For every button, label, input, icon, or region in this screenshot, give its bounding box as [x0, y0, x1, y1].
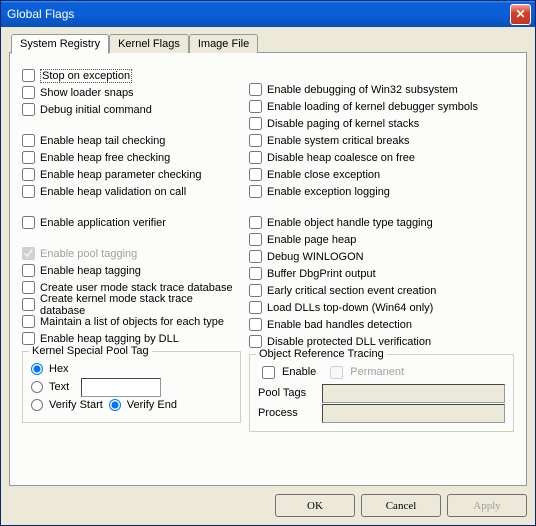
chk-exception-logging[interactable]: Enable exception logging — [249, 183, 514, 200]
global-flags-window: Global Flags ✕ System Registry Kernel Fl… — [0, 0, 536, 526]
left-column: Stop on exception Show loader snaps Debu… — [22, 67, 241, 432]
lbl-ort-permanent: Permanent — [350, 366, 404, 378]
chk-page-heap[interactable]: Enable page heap — [249, 231, 514, 248]
chk-bad-handles[interactable]: Enable bad handles detection — [249, 316, 514, 333]
lbl-show-loader-snaps: Show loader snaps — [40, 87, 134, 99]
chk-system-critical-breaks[interactable]: Enable system critical breaks — [249, 132, 514, 149]
ok-button[interactable]: OK — [275, 494, 355, 517]
lbl-heap-param-checking: Enable heap parameter checking — [40, 169, 201, 181]
cancel-button[interactable]: Cancel — [361, 494, 441, 517]
chk-win32-debug[interactable]: Enable debugging of Win32 subsystem — [249, 81, 514, 98]
lbl-verify-end: Verify End — [127, 399, 177, 411]
chk-early-crit-section[interactable]: Early critical section event creation — [249, 282, 514, 299]
chk-app-verifier[interactable]: Enable application verifier — [22, 214, 241, 231]
lbl-pool-tagging: Enable pool tagging — [40, 248, 137, 260]
lbl-buffer-dbgprint: Buffer DbgPrint output — [267, 268, 376, 280]
kspt-row-hex: Hex — [31, 360, 232, 378]
lbl-bad-handles: Enable bad handles detection — [267, 319, 412, 331]
group-object-reference-tracing: Object Reference Tracing Enable Permanen… — [249, 354, 514, 432]
chk-debug-winlogon[interactable]: Debug WINLOGON — [249, 248, 514, 265]
radio-verify-end[interactable] — [109, 399, 121, 411]
chk-show-loader-snaps[interactable]: Show loader snaps — [22, 84, 241, 101]
lbl-page-heap: Enable page heap — [267, 234, 356, 246]
chk-disable-heap-coalesce[interactable]: Disable heap coalesce on free — [249, 149, 514, 166]
chk-object-handle-tagging[interactable]: Enable object handle type tagging — [249, 214, 514, 231]
chk-heap-validation-on-call[interactable]: Enable heap validation on call — [22, 183, 241, 200]
footer: OK Cancel Apply — [9, 486, 527, 517]
lbl-maintain-object-list: Maintain a list of objects for each type — [40, 316, 224, 328]
lbl-heap-free-checking: Enable heap free checking — [40, 152, 170, 164]
chk-heap-free-checking[interactable]: Enable heap free checking — [22, 149, 241, 166]
lbl-heap-tail-checking: Enable heap tail checking — [40, 135, 165, 147]
lbl-disable-heap-coalesce: Disable heap coalesce on free — [267, 152, 415, 164]
chk-kernel-dbg-symbols[interactable]: Enable loading of kernel debugger symbol… — [249, 98, 514, 115]
tab-image-file[interactable]: Image File — [189, 34, 258, 53]
lbl-heap-tagging: Enable heap tagging — [40, 265, 141, 277]
lbl-system-critical-breaks: Enable system critical breaks — [267, 135, 409, 147]
lbl-hex: Hex — [49, 363, 69, 375]
lbl-verify-start: Verify Start — [49, 399, 103, 411]
chk-heap-param-checking[interactable]: Enable heap parameter checking — [22, 166, 241, 183]
tab-system-registry[interactable]: System Registry — [11, 34, 109, 54]
input-process[interactable] — [322, 404, 505, 423]
kspt-row-verify: Verify Start Verify End — [31, 396, 232, 414]
lbl-process: Process — [258, 407, 318, 419]
legend-kspt: Kernel Special Pool Tag — [29, 345, 152, 357]
lbl-debug-winlogon: Debug WINLOGON — [267, 251, 364, 263]
apply-button[interactable]: Apply — [447, 494, 527, 517]
legend-ort: Object Reference Tracing — [256, 348, 387, 360]
chk-load-dlls-topdown[interactable]: Load DLLs top-down (Win64 only) — [249, 299, 514, 316]
chk-close-exception[interactable]: Enable close exception — [249, 166, 514, 183]
lbl-debug-initial-command: Debug initial command — [40, 104, 152, 116]
kspt-row-text: Text — [31, 378, 232, 396]
window-title: Global Flags — [7, 7, 510, 21]
lbl-app-verifier: Enable application verifier — [40, 217, 166, 229]
lbl-disable-paging-stacks: Disable paging of kernel stacks — [267, 118, 419, 130]
radio-text[interactable] — [31, 381, 43, 393]
radio-hex[interactable] — [31, 363, 43, 375]
chk-debug-initial-command[interactable]: Debug initial command — [22, 101, 241, 118]
chk-ort-enable[interactable] — [262, 366, 275, 379]
close-icon[interactable]: ✕ — [510, 4, 531, 25]
tabpage-system-registry: Stop on exception Show loader snaps Debu… — [9, 52, 527, 486]
lbl-pool-tags: Pool Tags — [258, 387, 318, 399]
lbl-early-crit-section: Early critical section event creation — [267, 285, 436, 297]
chk-kernel-stack-trace-db[interactable]: Create kernel mode stack trace database — [22, 296, 241, 313]
chk-pool-tagging: Enable pool tagging — [22, 245, 241, 262]
radio-verify-start[interactable] — [31, 399, 43, 411]
group-kernel-special-pool-tag: Kernel Special Pool Tag Hex Text — [22, 351, 241, 423]
lbl-stop-exception: Stop on exception — [40, 69, 132, 83]
chk-buffer-dbgprint[interactable]: Buffer DbgPrint output — [249, 265, 514, 282]
chk-heap-tagging[interactable]: Enable heap tagging — [22, 262, 241, 279]
tab-kernel-flags[interactable]: Kernel Flags — [109, 34, 189, 53]
lbl-ort-enable: Enable — [282, 366, 316, 378]
lbl-object-handle-tagging: Enable object handle type tagging — [267, 217, 433, 229]
chk-stop-exception[interactable]: Stop on exception — [22, 67, 241, 84]
lbl-load-dlls-topdown: Load DLLs top-down (Win64 only) — [267, 302, 433, 314]
kspt-value-input[interactable] — [81, 378, 161, 397]
titlebar: Global Flags ✕ — [1, 1, 535, 27]
chk-disable-paging-stacks[interactable]: Disable paging of kernel stacks — [249, 115, 514, 132]
lbl-heap-validation-on-call: Enable heap validation on call — [40, 186, 186, 198]
lbl-win32-debug: Enable debugging of Win32 subsystem — [267, 84, 458, 96]
lbl-kernel-dbg-symbols: Enable loading of kernel debugger symbol… — [267, 101, 478, 113]
client-area: System Registry Kernel Flags Image File … — [1, 27, 535, 525]
lbl-kernel-stack-trace-db: Create kernel mode stack trace database — [40, 293, 241, 317]
right-column: Enable debugging of Win32 subsystem Enab… — [249, 67, 514, 432]
lbl-heap-tagging-dll: Enable heap tagging by DLL — [40, 333, 179, 345]
lbl-text: Text — [49, 381, 69, 393]
chk-ort-permanent — [330, 366, 343, 379]
input-pool-tags[interactable] — [322, 384, 505, 403]
lbl-exception-logging: Enable exception logging — [267, 186, 390, 198]
tabstrip: System Registry Kernel Flags Image File — [11, 34, 527, 53]
lbl-close-exception: Enable close exception — [267, 169, 380, 181]
chk-maintain-object-list[interactable]: Maintain a list of objects for each type — [22, 313, 241, 330]
chk-heap-tail-checking[interactable]: Enable heap tail checking — [22, 132, 241, 149]
lbl-disable-protected-dll: Disable protected DLL verification — [267, 336, 431, 348]
